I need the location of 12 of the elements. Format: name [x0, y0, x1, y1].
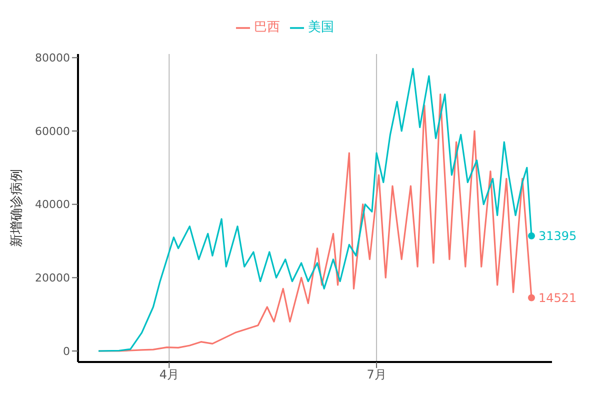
y-tick-label: 20000 [35, 272, 70, 285]
legend-label: 美国 [308, 19, 334, 34]
legend-label: 巴西 [254, 19, 280, 34]
y-tick-label: 80000 [35, 52, 70, 65]
y-axis-title: 新增确诊病例 [8, 169, 24, 247]
data-label: 14521 [538, 290, 577, 305]
data-label: 31395 [538, 228, 577, 243]
y-tick-label: 60000 [35, 124, 70, 138]
y-tick-label: 0 [63, 344, 70, 358]
x-tick-label: 4月 [159, 368, 179, 382]
y-tick-label: 40000 [35, 198, 70, 212]
x-tick-label: 7月 [366, 368, 386, 382]
